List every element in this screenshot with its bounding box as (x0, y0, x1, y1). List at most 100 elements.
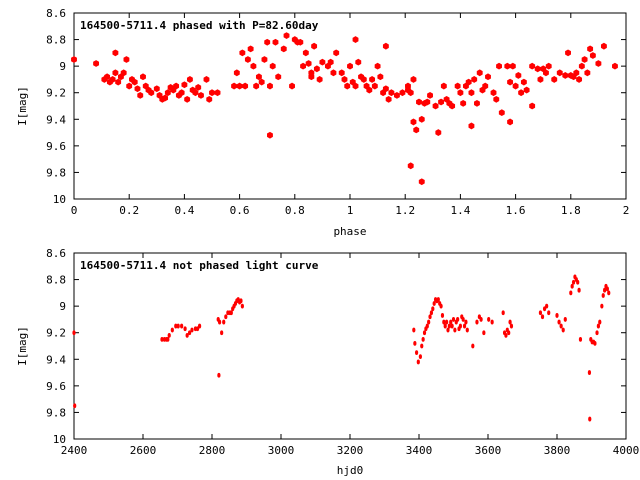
data-point (112, 49, 119, 57)
data-point (418, 178, 425, 186)
data-point (490, 319, 494, 325)
data-point (410, 118, 417, 126)
data-point (453, 327, 457, 333)
data-point (518, 89, 525, 97)
data-point (192, 89, 199, 97)
data-point (173, 82, 180, 90)
x-tick-label: 0 (71, 204, 78, 217)
data-point (382, 85, 389, 93)
data-point (413, 340, 417, 346)
data-point (451, 317, 456, 322)
x-tick-label: 2 (623, 204, 630, 217)
data-point (584, 69, 591, 77)
y-tick-label: 8.6 (46, 7, 66, 20)
data-point (302, 49, 309, 57)
bottom-chart-title: 164500-5711.4 not phased light curve (80, 259, 319, 272)
data-point (153, 85, 160, 93)
top-y-axis-label: I[mag] (16, 86, 29, 126)
bottom-panel-unphased: 164500-5711.4 not phased light curve hjd… (16, 247, 639, 477)
data-point (529, 62, 536, 70)
data-point (562, 72, 569, 79)
data-point (598, 319, 602, 325)
data-point (435, 129, 442, 136)
data-point (515, 72, 522, 79)
data-point (338, 69, 345, 77)
data-point (134, 85, 141, 93)
data-point (576, 76, 583, 83)
data-point (224, 314, 228, 320)
data-point (547, 310, 551, 316)
data-point (427, 319, 431, 325)
data-point (333, 49, 340, 57)
data-point (442, 319, 446, 325)
data-point (555, 313, 559, 318)
data-point (327, 58, 334, 66)
data-point (109, 76, 116, 83)
data-point (487, 317, 491, 322)
data-point (540, 314, 545, 320)
data-point (507, 78, 514, 86)
y-tick-label: 9 (59, 300, 66, 313)
data-point (187, 330, 192, 336)
x-tick-label: 2600 (130, 444, 157, 457)
data-point (280, 45, 287, 53)
data-point (538, 310, 543, 316)
data-point (412, 327, 416, 333)
data-point (369, 76, 376, 83)
data-point (388, 89, 395, 97)
data-point (425, 323, 429, 329)
data-point (471, 76, 478, 83)
data-point (545, 303, 549, 309)
data-point (366, 86, 373, 94)
x-tick-label: 0.6 (230, 204, 250, 217)
data-point (420, 343, 424, 349)
x-tick-label: 1.6 (506, 204, 526, 217)
bottom-x-axis-label: hjd0 (337, 464, 364, 477)
data-point (465, 78, 472, 86)
data-point (71, 56, 77, 63)
data-point (534, 65, 541, 73)
y-tick-label: 8.6 (46, 247, 66, 260)
x-tick-label: 3400 (406, 444, 433, 457)
data-point (445, 319, 449, 325)
data-point (428, 314, 432, 320)
data-point (588, 416, 592, 422)
y-tick-label: 9.6 (46, 140, 66, 153)
data-point (424, 98, 431, 106)
data-point (468, 89, 475, 97)
data-point (247, 45, 254, 53)
data-point (264, 38, 271, 46)
data-point (126, 82, 133, 90)
data-point (589, 52, 596, 59)
data-point (432, 301, 436, 306)
y-tick-label: 9.8 (46, 406, 66, 419)
data-point (283, 32, 290, 39)
data-point (436, 297, 440, 302)
data-point (573, 69, 580, 77)
data-point (229, 310, 233, 316)
x-tick-label: 1 (347, 204, 354, 217)
data-point (186, 76, 193, 83)
data-point (462, 323, 467, 329)
data-point (556, 69, 563, 77)
data-point (399, 89, 406, 97)
data-point (587, 370, 592, 375)
data-point (316, 76, 323, 83)
data-point (595, 60, 602, 67)
data-point (167, 332, 171, 338)
data-point (137, 91, 144, 99)
data-point (297, 38, 304, 46)
data-point (385, 95, 392, 103)
data-point (115, 78, 122, 86)
data-point (180, 323, 184, 329)
y-tick-label: 9 (59, 60, 66, 73)
data-point (93, 60, 100, 67)
data-point (407, 89, 414, 97)
data-point (593, 340, 597, 346)
y-tick-label: 9.4 (46, 113, 66, 126)
data-point (197, 323, 202, 329)
data-point (181, 81, 188, 89)
data-point (596, 323, 601, 329)
data-point (72, 330, 76, 336)
